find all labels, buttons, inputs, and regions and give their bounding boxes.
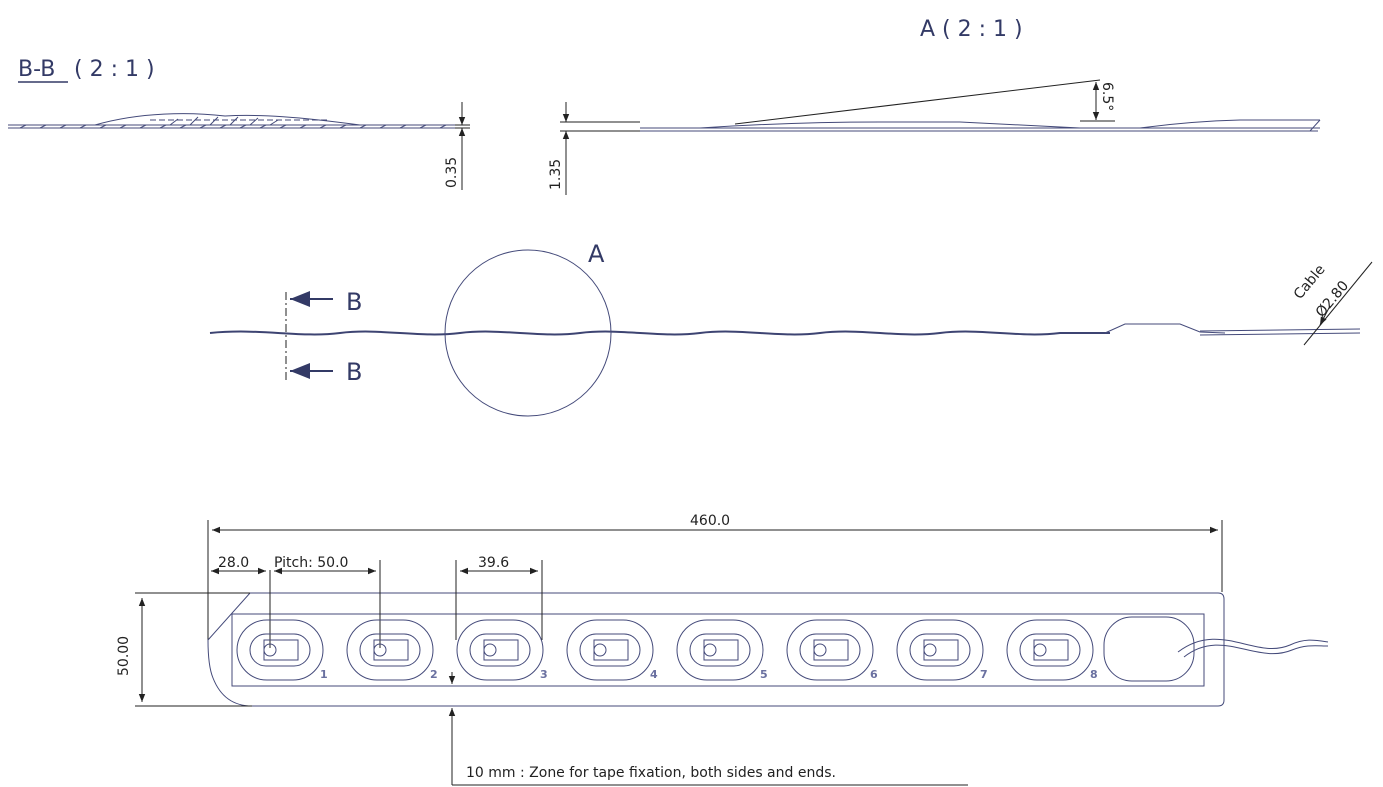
cable-label: Cable [1291,262,1329,303]
detail-a-marker: A [588,240,605,268]
pad-number: 1 [320,668,328,681]
width-dimension: 50.00 [116,636,132,676]
section-mark-top: B [346,288,362,316]
pad: 8 [1006,619,1098,681]
pad-number: 2 [430,668,438,681]
pad-number: 5 [760,668,768,681]
pad: 5 [676,619,768,681]
section-bb-scale: ( 2 : 1 ) [74,57,155,82]
cable-diameter: Ø2.80 [1313,278,1352,321]
detail-a-circle [444,249,612,417]
pad-number: 6 [870,668,878,681]
section-bb-label: B-B [18,57,55,82]
section-bb-view: B-B ( 2 : 1 ) 0.35 [8,57,470,190]
pad-number: 3 [540,668,548,681]
angle-dimension: 6.5° [1099,82,1115,111]
pad: 4 [566,619,658,681]
overall-length-dimension: 460.0 [690,513,730,529]
pads: 1 2 3 4 [236,619,1098,681]
pad: 2 [346,619,438,681]
section-mark-bottom: B [346,358,362,386]
cable-end [1103,616,1195,682]
height-dimension: 1.35 [548,159,564,190]
pad-number: 8 [1090,668,1098,681]
pad-number: 7 [980,668,988,681]
edge-to-first-dimension: 28.0 [218,555,249,571]
detail-a-label: A ( 2 : 1 ) [920,17,1023,42]
top-view: 460.0 50.00 28.0 Pitch: 50.0 39.6 1 [116,513,1329,786]
thickness-dimension: 0.35 [444,157,460,188]
pad: 1 [236,619,328,681]
pad-number: 4 [650,668,658,681]
side-view: A B B Cable Ø2.80 [209,240,1373,417]
detail-a-view: A ( 2 : 1 ) 6.5° 1.35 [548,17,1321,195]
tape-fixation-note: 10 mm : Zone for tape fixation, both sid… [466,765,836,781]
pad: 6 [786,619,878,681]
pad: 3 [456,619,548,681]
pitch-dimension: Pitch: 50.0 [274,555,348,571]
pad: 7 [896,619,988,681]
pad-width-dimension: 39.6 [478,555,509,571]
